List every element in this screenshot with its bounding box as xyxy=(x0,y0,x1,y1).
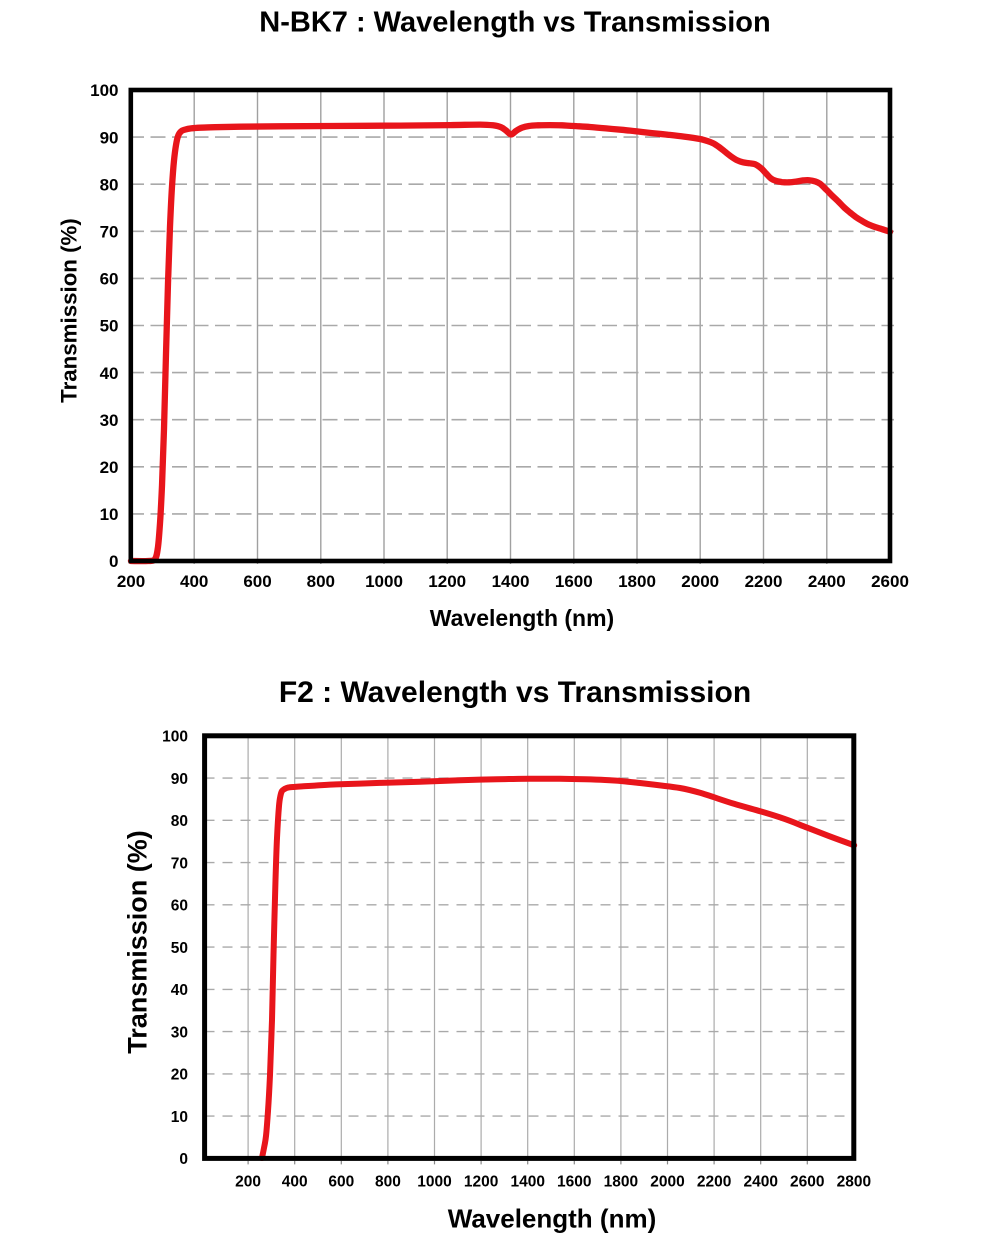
svg-text:1600: 1600 xyxy=(557,1173,591,1190)
svg-text:Transmission (%): Transmission (%) xyxy=(123,830,153,1054)
svg-text:80: 80 xyxy=(171,813,188,830)
svg-text:2800: 2800 xyxy=(837,1173,871,1190)
svg-text:90: 90 xyxy=(171,771,188,788)
svg-text:1400: 1400 xyxy=(492,572,530,591)
svg-text:50: 50 xyxy=(171,940,188,957)
svg-text:2400: 2400 xyxy=(808,572,846,591)
svg-text:20: 20 xyxy=(171,1067,188,1084)
svg-text:1600: 1600 xyxy=(555,572,593,591)
svg-text:2600: 2600 xyxy=(790,1173,824,1190)
svg-text:60: 60 xyxy=(171,898,188,915)
svg-text:Wavelength (nm): Wavelength (nm) xyxy=(448,1204,656,1234)
svg-text:80: 80 xyxy=(100,175,119,194)
svg-text:50: 50 xyxy=(100,317,119,336)
svg-text:800: 800 xyxy=(307,572,335,591)
svg-text:1800: 1800 xyxy=(618,572,656,591)
svg-text:Wavelength (nm): Wavelength (nm) xyxy=(430,605,614,631)
svg-text:200: 200 xyxy=(235,1173,261,1190)
svg-text:40: 40 xyxy=(100,364,119,383)
svg-text:2200: 2200 xyxy=(745,572,783,591)
svg-text:2600: 2600 xyxy=(871,572,909,591)
svg-text:30: 30 xyxy=(100,411,119,430)
svg-text:800: 800 xyxy=(375,1173,401,1190)
svg-text:600: 600 xyxy=(328,1173,354,1190)
svg-text:1000: 1000 xyxy=(365,572,403,591)
svg-text:2000: 2000 xyxy=(681,572,719,591)
svg-text:1000: 1000 xyxy=(417,1173,451,1190)
svg-text:60: 60 xyxy=(100,270,119,289)
svg-text:2000: 2000 xyxy=(650,1173,684,1190)
svg-text:1200: 1200 xyxy=(428,572,466,591)
svg-text:10: 10 xyxy=(171,1109,188,1126)
svg-text:1400: 1400 xyxy=(510,1173,544,1190)
svg-text:100: 100 xyxy=(162,729,188,746)
svg-text:90: 90 xyxy=(100,128,119,147)
svg-text:1200: 1200 xyxy=(464,1173,498,1190)
svg-text:70: 70 xyxy=(100,223,119,242)
svg-text:2200: 2200 xyxy=(697,1173,731,1190)
svg-text:F2 : Wavelength vs Transmissio: F2 : Wavelength vs Transmission xyxy=(279,676,751,709)
svg-text:0: 0 xyxy=(109,552,118,571)
svg-text:600: 600 xyxy=(243,572,271,591)
svg-text:N-BK7 : Wavelength vs Transmis: N-BK7 : Wavelength vs Transmission xyxy=(259,7,770,39)
svg-text:Transmission (%): Transmission (%) xyxy=(57,218,82,403)
svg-text:30: 30 xyxy=(171,1024,188,1041)
svg-text:400: 400 xyxy=(180,572,208,591)
svg-text:100: 100 xyxy=(90,81,118,100)
svg-text:40: 40 xyxy=(171,982,188,999)
svg-text:0: 0 xyxy=(179,1151,188,1168)
svg-text:2400: 2400 xyxy=(743,1173,777,1190)
svg-text:400: 400 xyxy=(282,1173,308,1190)
svg-text:1800: 1800 xyxy=(604,1173,638,1190)
svg-text:20: 20 xyxy=(100,458,119,477)
svg-text:200: 200 xyxy=(117,572,145,591)
svg-text:70: 70 xyxy=(171,855,188,872)
svg-text:10: 10 xyxy=(100,505,119,524)
